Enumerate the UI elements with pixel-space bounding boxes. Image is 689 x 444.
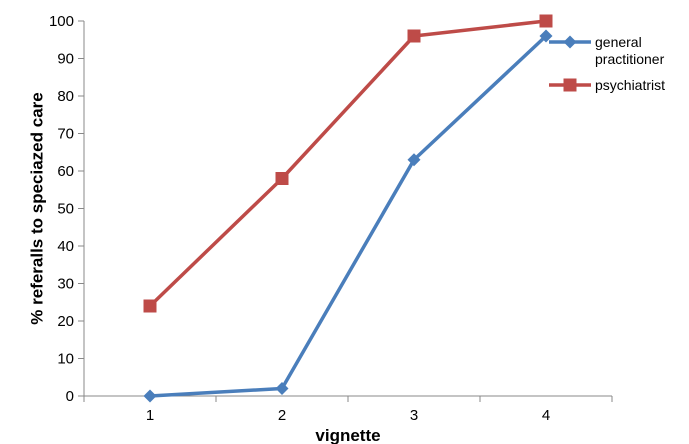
y-tick-label: 30 (57, 276, 74, 293)
y-tick-label: 100 (49, 13, 74, 30)
data-point (143, 299, 157, 313)
series-square (143, 14, 553, 313)
data-point (275, 382, 289, 395)
y-tick-label: 70 (57, 126, 74, 143)
data-point (275, 172, 289, 185)
x-tick-label: 1 (146, 407, 154, 424)
legend-marker (563, 35, 577, 49)
y-tick-label: 80 (57, 88, 74, 105)
data-point (407, 29, 421, 43)
series-diamond (143, 29, 553, 403)
legend-label: psychiatrist (595, 77, 665, 93)
y-axis-ticks: 0 10 20 30 40 50 60 70 80 90 100 (49, 13, 84, 405)
x-tick-label: 4 (542, 407, 550, 424)
series-line (148, 19, 547, 308)
y-tick-label: 90 (57, 51, 74, 68)
y-axis-title: % referalls to speciazed care (27, 92, 46, 324)
series-line (149, 34, 548, 398)
y-tick-label: 50 (57, 201, 74, 218)
data-point (407, 153, 421, 167)
data-point (539, 29, 553, 43)
y-tick-label: 10 (57, 351, 74, 368)
y-tick-label: 20 (57, 313, 74, 330)
data-point (539, 14, 553, 28)
data-point (143, 389, 157, 403)
y-tick-label: 60 (57, 163, 74, 180)
x-axis-title: vignette (315, 426, 380, 444)
x-axis-ticks: 1 2 3 4 (83, 396, 613, 424)
legend-item: psychiatrist (549, 77, 665, 93)
x-tick-label: 2 (278, 407, 286, 424)
y-tick-label: 0 (66, 388, 74, 405)
x-tick-label: 3 (410, 407, 418, 424)
series-layer (143, 14, 553, 403)
legend-label: general (595, 34, 642, 50)
legend-label: practitioner (595, 51, 665, 67)
legend-marker (563, 78, 577, 92)
y-tick-label: 40 (57, 238, 74, 255)
